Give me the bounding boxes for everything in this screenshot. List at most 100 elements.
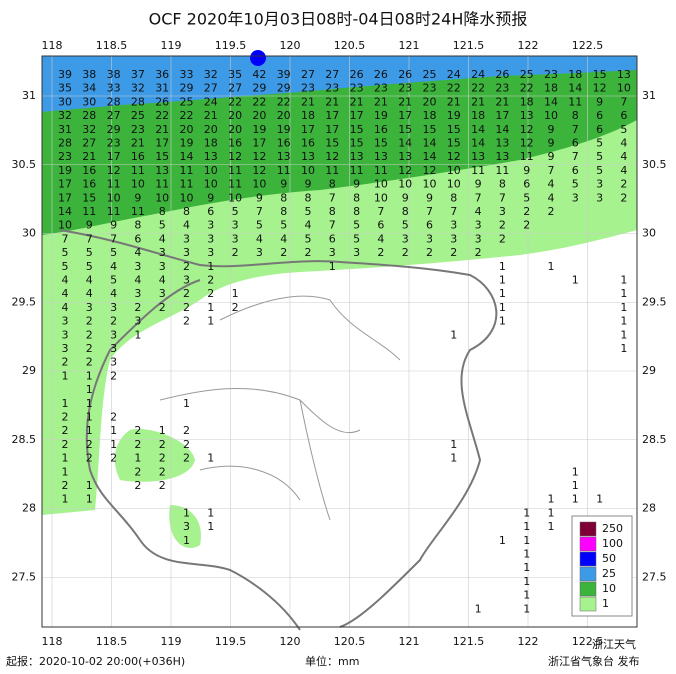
precip-value: 1 — [523, 602, 530, 615]
frame — [41, 55, 638, 628]
precip-value: 1 — [62, 452, 69, 465]
precip-value: 2 — [159, 301, 166, 314]
precip-value: 18 — [301, 109, 315, 122]
precip-value: 4 — [280, 232, 287, 245]
precip-value: 4 — [620, 164, 627, 177]
precip-value: 24 — [447, 68, 461, 81]
precip-value: 23 — [423, 82, 437, 95]
precip-value: 9 — [86, 219, 93, 232]
precip-value: 32 — [58, 109, 72, 122]
precip-value: 1 — [620, 342, 627, 355]
precip-value: 6 — [620, 109, 627, 122]
precip-value: 18 — [471, 109, 485, 122]
precip-value: 9 — [110, 219, 117, 232]
precip-value: 37 — [131, 68, 145, 81]
precip-value: 21 — [155, 123, 169, 136]
precip-value: 18 — [544, 82, 558, 95]
lat-label-left: 31 — [22, 89, 36, 102]
precip-value: 3 — [86, 301, 93, 314]
precip-value: 8 — [305, 191, 312, 204]
precip-value: 21 — [325, 95, 339, 108]
precip-value: 2 — [548, 205, 555, 218]
precip-value: 31 — [58, 123, 72, 136]
precip-value: 21 — [447, 95, 461, 108]
precip-value: 33 — [107, 82, 121, 95]
lon-label-bottom: 121.5 — [453, 635, 485, 648]
precip-value: 8 — [402, 205, 409, 218]
precip-value: 13 — [204, 150, 218, 163]
precip-value: 7 — [572, 123, 579, 136]
precip-value: 6 — [329, 232, 336, 245]
precip-value: 12 — [252, 150, 266, 163]
area-25-50 — [42, 56, 637, 112]
precip-value: 20 — [277, 109, 291, 122]
precip-value: 3 — [596, 178, 603, 191]
precip-value: 2 — [402, 246, 409, 259]
precip-value: 16 — [82, 164, 96, 177]
precip-value: 3 — [207, 219, 214, 232]
precip-value: 10 — [252, 178, 266, 191]
precip-value: 1 — [329, 260, 336, 273]
precip-value: 6 — [596, 123, 603, 136]
precip-value: 17 — [252, 137, 266, 150]
precip-value: 33 — [180, 68, 194, 81]
precip-value: 27 — [325, 68, 339, 81]
precip-value: 17 — [58, 191, 72, 204]
precip-value: 42 — [252, 68, 266, 81]
precip-value: 15 — [398, 123, 412, 136]
precip-value: 20 — [423, 95, 437, 108]
precip-value: 11 — [228, 164, 242, 177]
precip-value: 3 — [475, 232, 482, 245]
precip-value: 9 — [305, 178, 312, 191]
precip-value: 2 — [183, 452, 190, 465]
lon-label-top: 119 — [161, 39, 182, 52]
precip-value: 28 — [82, 109, 96, 122]
precip-value: 8 — [280, 191, 287, 204]
precip-value: 22 — [252, 95, 266, 108]
precip-value: 2 — [62, 438, 69, 451]
precip-value: 23 — [495, 82, 509, 95]
precip-value: 2 — [183, 260, 190, 273]
lon-label-bottom: 122 — [518, 635, 539, 648]
lon-label-bottom: 121 — [399, 635, 420, 648]
precip-value: 1 — [523, 506, 530, 519]
precip-value: 2 — [110, 452, 117, 465]
precip-value: 14 — [423, 137, 437, 150]
precip-value: 19 — [252, 123, 266, 136]
precip-value: 1 — [450, 328, 457, 341]
precip-value: 9 — [280, 178, 287, 191]
precip-value: 22 — [447, 82, 461, 95]
precip-value: 2 — [426, 246, 433, 259]
precip-value: 3 — [232, 219, 239, 232]
precip-value: 25 — [131, 109, 145, 122]
legend-swatch — [579, 596, 597, 612]
precip-value: 17 — [107, 150, 121, 163]
precip-value: 23 — [544, 68, 558, 81]
precip-value: 1 — [183, 397, 190, 410]
precip-value: 23 — [398, 82, 412, 95]
precip-value: 15 — [593, 68, 607, 81]
precip-value: 18 — [520, 95, 534, 108]
precip-value: 16 — [82, 178, 96, 191]
precip-value: 1 — [548, 520, 555, 533]
precip-value: 2 — [305, 246, 312, 259]
precip-value: 2 — [280, 246, 287, 259]
precip-value: 1 — [596, 493, 603, 506]
precip-value: 5 — [280, 219, 287, 232]
precip-value: 30 — [58, 95, 72, 108]
precip-value: 2 — [62, 479, 69, 492]
precip-value: 3 — [183, 246, 190, 259]
lon-label-bottom: 118 — [42, 635, 63, 648]
precip-value: 4 — [256, 232, 263, 245]
precip-value: 14 — [423, 150, 437, 163]
publisher: 浙江省气象台 发布 — [548, 654, 640, 668]
precip-value: 1 — [499, 315, 506, 328]
precip-value: 2 — [134, 301, 141, 314]
precip-value: 19 — [277, 123, 291, 136]
legend-swatch — [579, 521, 597, 537]
precip-value: 4 — [159, 232, 166, 245]
precip-value: 2 — [523, 219, 530, 232]
precip-value: 9 — [426, 191, 433, 204]
precip-value: 10 — [301, 164, 315, 177]
precip-value: 1 — [86, 397, 93, 410]
